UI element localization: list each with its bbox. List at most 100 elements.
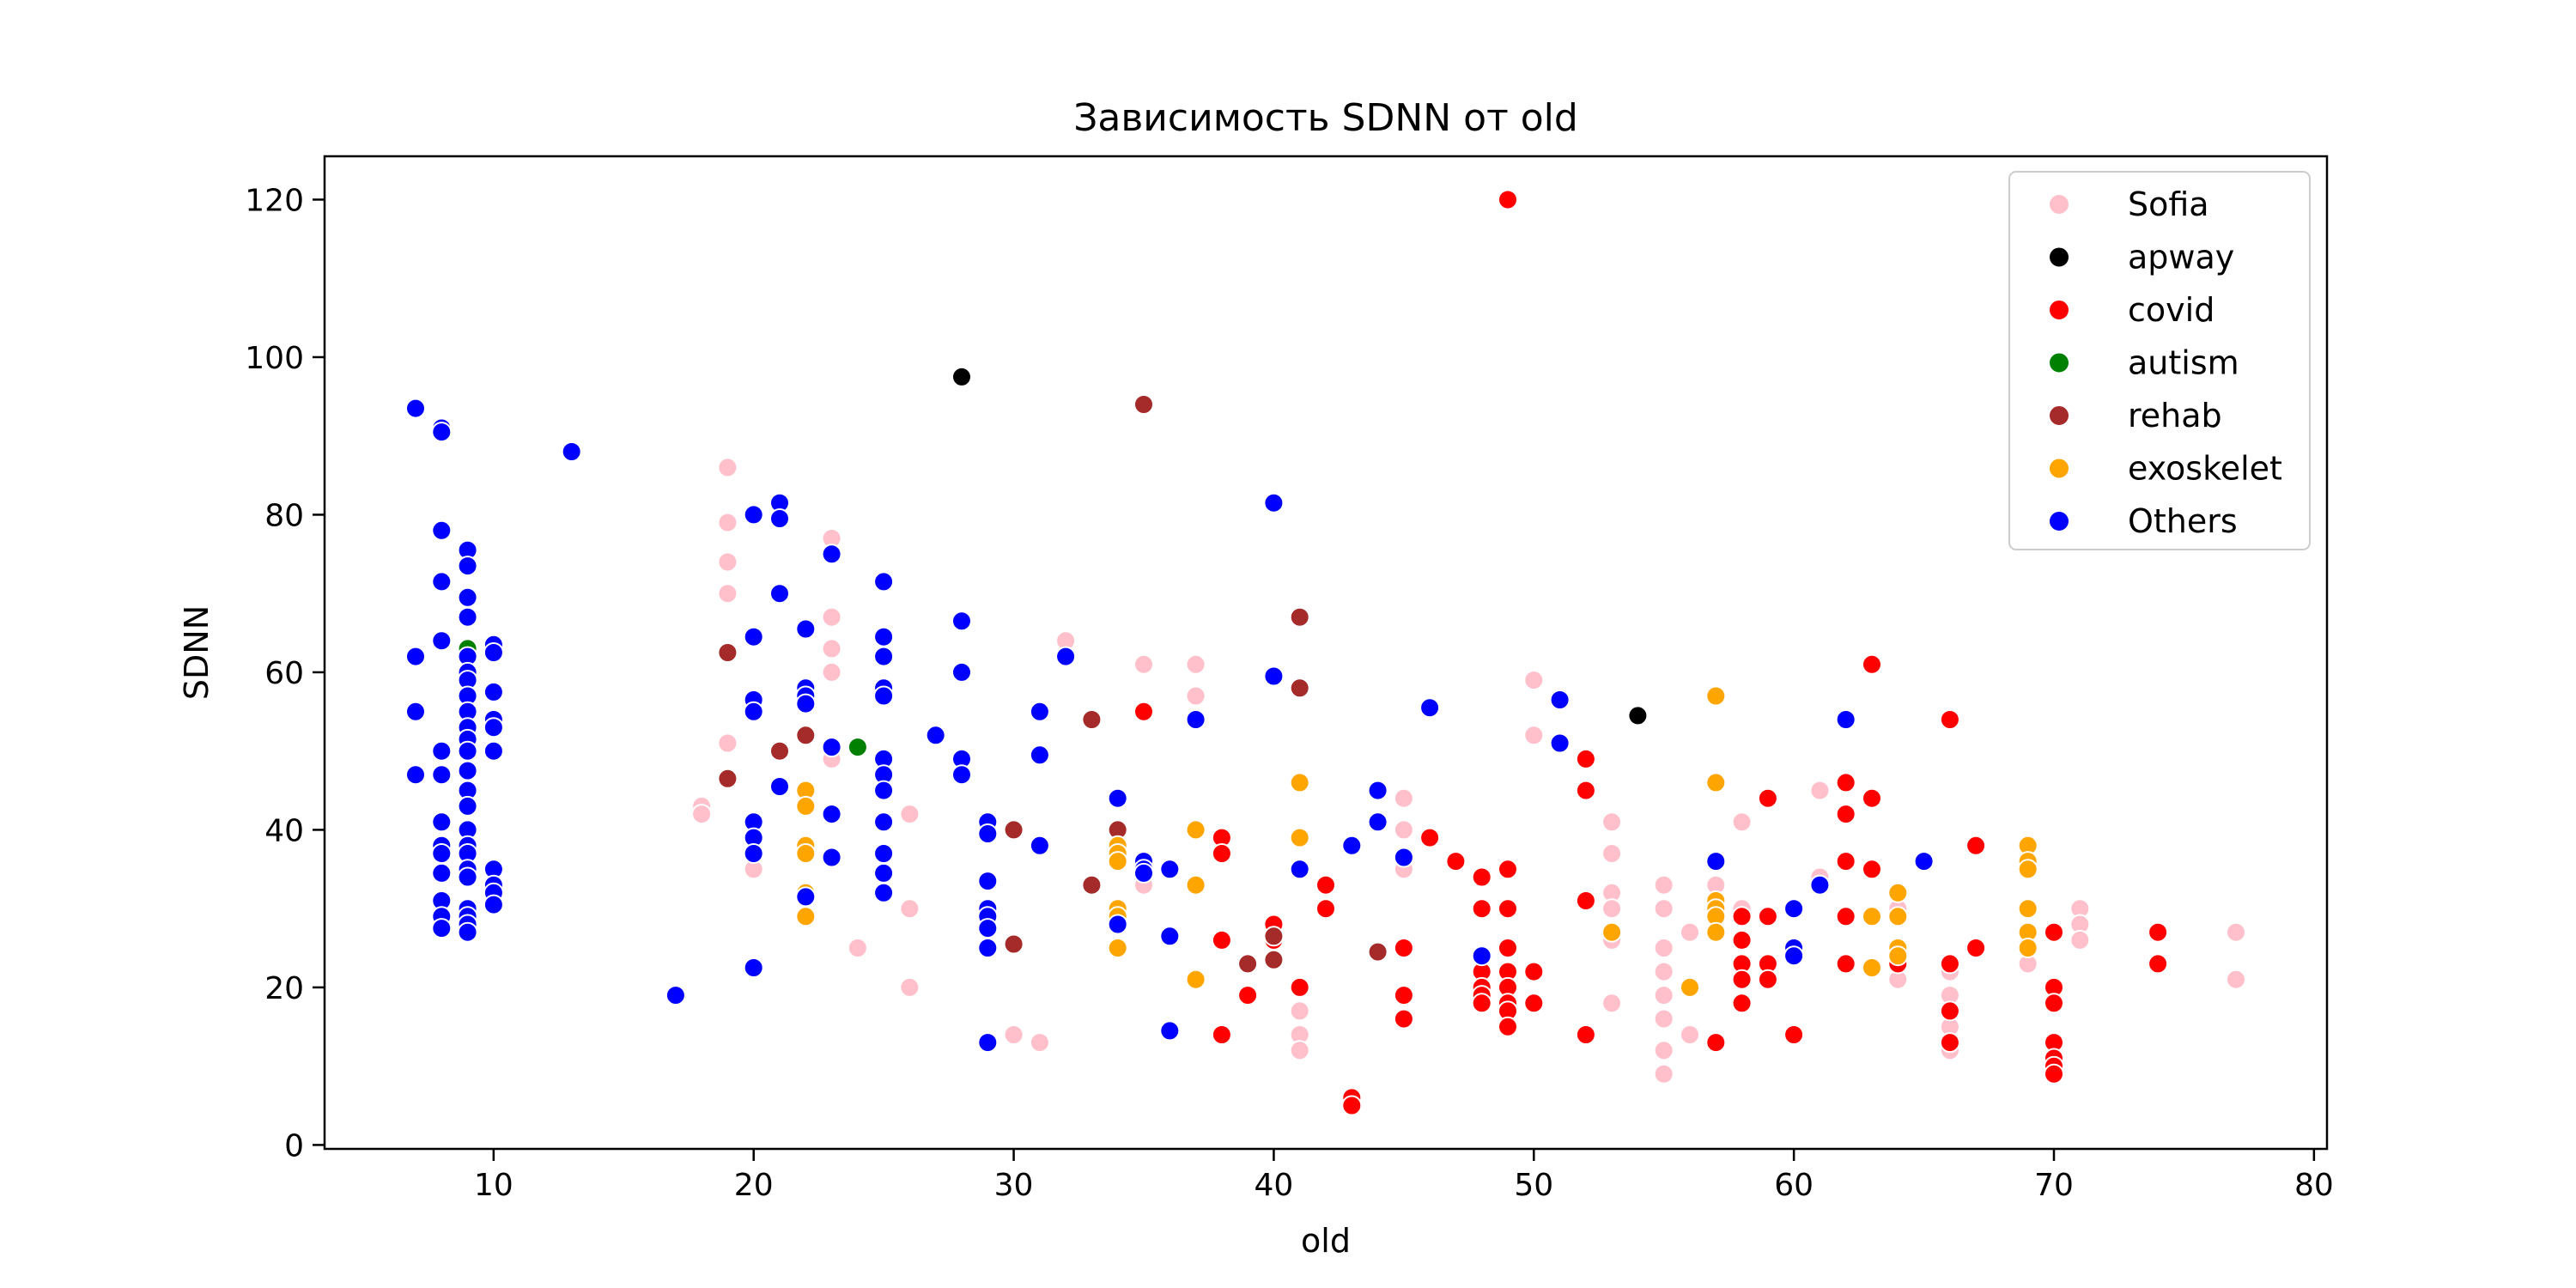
point-others-7	[431, 571, 453, 592]
point-exoskelet-17	[1601, 921, 1623, 943]
point-rehab-13	[1289, 606, 1310, 628]
point-others-102	[1029, 835, 1050, 856]
point-covid-45	[1757, 787, 1778, 809]
point-covid-66	[2044, 921, 2064, 943]
point-covid-9	[1289, 976, 1310, 998]
point-apway-1	[1627, 705, 1649, 726]
point-others-37	[457, 866, 478, 888]
y-tick-label-40: 40	[264, 813, 304, 848]
point-others-32	[457, 795, 478, 817]
point-sofia-28	[1393, 787, 1414, 809]
x-tick-label-70: 70	[2034, 1168, 2074, 1203]
point-covid-52	[1835, 851, 1856, 872]
legend-marker-sofia	[2048, 193, 2070, 216]
point-others-66	[795, 618, 817, 640]
legend-marker-autism	[2048, 351, 2070, 374]
legend-label-rehab: rehab	[2128, 397, 2222, 434]
point-rehab-11	[1263, 926, 1285, 947]
point-exoskelet-5	[795, 906, 817, 927]
point-covid-61	[1939, 953, 1960, 975]
point-sofia-9	[821, 606, 842, 628]
point-exoskelet-26	[1862, 906, 1882, 927]
point-others-88	[951, 611, 972, 632]
point-sofia-50	[1680, 1024, 1700, 1045]
point-others-75	[873, 571, 895, 592]
legend-marker-exoskelet	[2048, 457, 2070, 480]
point-sofia-3	[717, 583, 738, 605]
point-others-10	[431, 764, 453, 786]
point-others-129	[1835, 709, 1856, 730]
point-covid-32	[1498, 1016, 1518, 1037]
point-others-8	[431, 630, 453, 652]
point-others-101	[1029, 744, 1050, 766]
x-axis-label: old	[1301, 1222, 1351, 1260]
point-others-103	[1055, 646, 1077, 667]
point-exoskelet-11	[1107, 938, 1128, 958]
point-sofia-40	[1601, 993, 1623, 1014]
point-covid-13	[1341, 1095, 1363, 1116]
point-rehab-5	[1003, 933, 1024, 955]
point-covid-50	[1835, 772, 1856, 793]
point-others-5	[431, 422, 453, 443]
legend-label-autism: autism	[2128, 344, 2239, 382]
legend-marker-others	[2048, 510, 2070, 532]
point-others-29	[457, 740, 478, 762]
point-others-122	[1549, 690, 1571, 710]
point-covid-4	[1211, 929, 1232, 951]
point-covid-18	[1445, 851, 1467, 872]
point-covid-51	[1835, 804, 1856, 825]
plot-frame	[323, 155, 2329, 1151]
point-exoskelet-34	[2017, 859, 2038, 880]
y-tick-label-0: 0	[284, 1128, 304, 1163]
point-others-110	[1159, 926, 1181, 947]
point-others-52	[561, 441, 582, 462]
point-covid-33	[1523, 961, 1545, 982]
point-others-65	[769, 776, 790, 797]
point-others-85	[873, 862, 895, 884]
point-others-121	[1471, 945, 1492, 967]
point-others-60	[743, 843, 764, 864]
point-others-6	[431, 519, 453, 541]
point-others-1	[405, 646, 426, 667]
point-sofia-52	[1731, 811, 1753, 833]
point-others-17	[431, 918, 453, 939]
y-tick-label-20: 20	[264, 971, 304, 1006]
point-covid-65	[1965, 938, 1987, 958]
point-covid-40	[1731, 906, 1753, 927]
point-covid-0	[1498, 189, 1518, 210]
point-others-61	[743, 957, 764, 978]
point-covid-27	[1498, 938, 1518, 958]
point-sofia-13	[847, 938, 868, 958]
point-covid-68	[2044, 993, 2064, 1014]
point-sofia-45	[1653, 985, 1674, 1006]
point-rehab-1	[717, 768, 738, 789]
legend-label-others: Others	[2128, 502, 2238, 540]
point-exoskelet-29	[1887, 906, 1909, 927]
point-sofia-6	[691, 804, 713, 825]
point-covid-62	[1939, 1000, 1960, 1022]
point-covid-37	[1575, 890, 1596, 911]
point-exoskelet-12	[1185, 819, 1206, 841]
point-sofia-46	[1653, 1008, 1674, 1030]
point-others-86	[873, 882, 895, 903]
y-tick-label-100: 100	[245, 341, 304, 376]
point-sofia-41	[1653, 874, 1674, 896]
point-others-118	[1367, 811, 1388, 833]
point-sofia-55	[1809, 780, 1831, 801]
point-sofia-43	[1653, 938, 1674, 958]
point-sofia-33	[1523, 725, 1545, 746]
point-others-46	[483, 717, 504, 738]
point-others-83	[873, 811, 895, 833]
point-others-123	[1549, 732, 1571, 754]
point-exoskelet-37	[2017, 938, 2038, 958]
point-covid-54	[1835, 953, 1856, 975]
point-others-76	[873, 626, 895, 647]
point-exoskelet-20	[1705, 772, 1727, 793]
point-exoskelet-1	[795, 795, 817, 817]
point-others-84	[873, 843, 895, 864]
point-covid-10	[1315, 874, 1336, 896]
point-others-77	[873, 646, 895, 667]
point-covid-20	[1471, 898, 1492, 920]
point-covid-16	[1393, 1008, 1414, 1030]
point-others-51	[483, 894, 504, 915]
